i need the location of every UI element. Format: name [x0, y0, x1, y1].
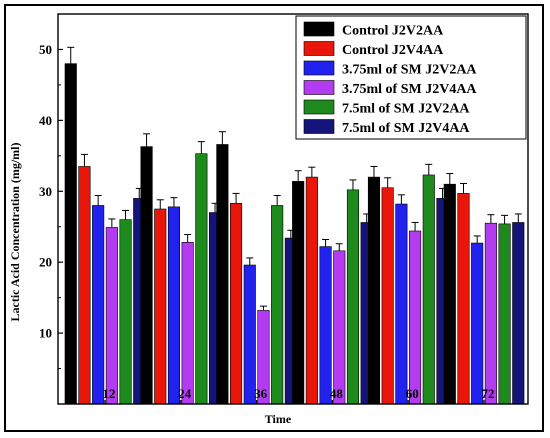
bar — [78, 166, 91, 405]
legend-entry-label: 7.5ml of SM J2V2AA — [342, 102, 470, 117]
bar — [230, 203, 243, 405]
y-tick-label: 10 — [39, 326, 52, 341]
x-tick-label: 36 — [254, 386, 268, 401]
legend: Control J2V2AA Control J2V4AA 3.75ml of SM… — [295, 15, 527, 140]
axes-layer: 12 24 36 48 60 72 10 20 30 40 50 — [39, 13, 529, 405]
y-tick-label: 40 — [39, 113, 52, 128]
bar — [243, 264, 256, 405]
legend-swatch — [303, 21, 335, 37]
y-tick-label: 30 — [39, 184, 52, 199]
legend-entry-label: Control J2V4AA — [342, 43, 444, 58]
legend-box — [295, 15, 527, 140]
bar — [105, 227, 118, 405]
x-tick-label: 24 — [178, 386, 192, 401]
bar — [271, 205, 284, 405]
x-tick-label: 60 — [406, 386, 419, 401]
bar — [195, 153, 208, 405]
bar — [216, 144, 229, 405]
bar — [422, 174, 435, 405]
bar — [319, 246, 332, 405]
legend-entry-label: 7.5ml of SM J2V4AA — [342, 121, 470, 136]
y-tick-label: 50 — [39, 42, 52, 57]
x-tick-label: 72 — [482, 386, 495, 401]
legend-swatch — [303, 80, 335, 95]
bar — [181, 242, 194, 405]
legend-entry-label: 3.75ml of SM J2V2AA — [342, 63, 477, 78]
legend-entry-label: 3.75ml of SM J2V4AA — [342, 82, 477, 97]
bar — [395, 203, 408, 405]
y-tick-label: 20 — [39, 255, 52, 270]
bar — [471, 242, 484, 405]
bar — [140, 146, 153, 405]
bars-layer — [64, 46, 525, 405]
bar — [292, 181, 305, 405]
bar — [305, 176, 318, 405]
x-axis-label: Time — [265, 412, 292, 426]
bar — [167, 206, 181, 405]
legend-swatch — [303, 41, 335, 56]
bar — [92, 205, 105, 405]
bar — [512, 222, 525, 405]
bar — [381, 187, 394, 405]
bar — [119, 219, 132, 405]
legend-swatch — [303, 99, 335, 115]
bar — [333, 250, 346, 405]
bar — [484, 222, 497, 405]
x-tick-label: 48 — [330, 386, 344, 401]
bar — [457, 193, 470, 405]
legend-entry-label: Control J2V2AA — [342, 24, 444, 39]
bar — [367, 176, 381, 405]
bar — [409, 230, 422, 405]
bar — [64, 63, 77, 405]
bar — [154, 208, 167, 405]
bar — [498, 223, 511, 405]
x-tick-label: 12 — [103, 386, 116, 401]
legend-swatch — [303, 60, 335, 76]
legend-swatch — [303, 119, 335, 134]
bar — [443, 183, 456, 405]
bar — [346, 189, 360, 405]
y-axis-label: Lactic Acid Concentration (mg/ml) — [8, 143, 22, 322]
plot-area-border — [57, 13, 529, 405]
